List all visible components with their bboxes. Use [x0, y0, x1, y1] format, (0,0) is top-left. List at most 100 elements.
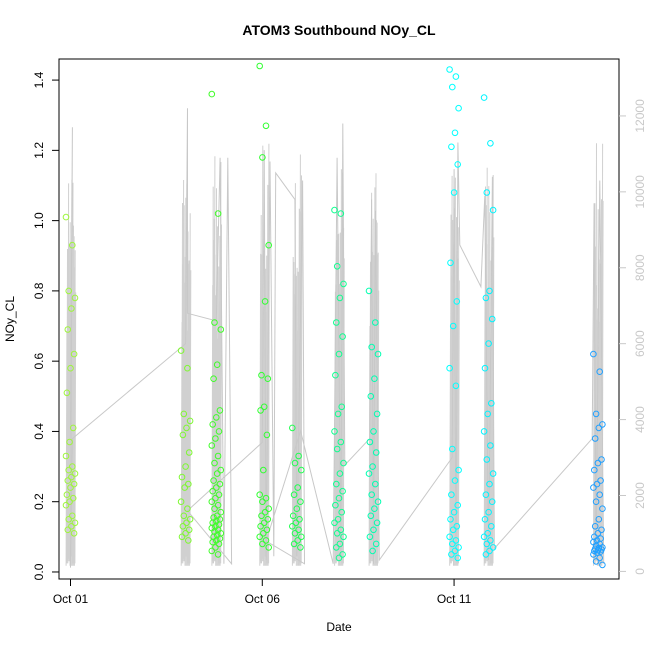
data-point	[263, 431, 271, 439]
data-point	[454, 501, 462, 509]
altitude-profile	[593, 143, 604, 566]
data-point	[484, 410, 492, 418]
data-point	[216, 480, 224, 488]
data-point	[212, 544, 219, 551]
data-point	[66, 438, 73, 446]
data-point	[367, 512, 375, 520]
data-point	[366, 438, 374, 446]
data-point	[480, 94, 488, 101]
data-point	[297, 544, 304, 551]
data-point	[481, 516, 489, 523]
data-point	[62, 213, 70, 221]
data-point	[592, 558, 600, 565]
data-point	[62, 501, 70, 509]
altitude-profile	[449, 175, 460, 566]
data-point	[208, 442, 216, 449]
data-point	[449, 526, 457, 534]
data-point	[262, 537, 270, 544]
data-point	[256, 533, 264, 541]
data-point	[371, 375, 378, 383]
y-tick-label: 1.2	[32, 142, 46, 159]
data-point	[289, 424, 296, 432]
data-point	[480, 428, 488, 435]
data-point	[215, 491, 223, 499]
data-point	[211, 505, 218, 513]
data-point	[455, 466, 462, 474]
data-point	[598, 526, 605, 534]
data-point	[177, 498, 185, 506]
data-point	[483, 540, 491, 548]
data-point	[333, 263, 341, 270]
data-point	[451, 547, 459, 555]
data-point	[298, 533, 305, 541]
data-point	[71, 519, 79, 527]
data-point	[599, 505, 606, 513]
data-point	[214, 551, 222, 558]
data-point	[217, 466, 225, 474]
data-point	[298, 466, 305, 474]
y2-axis: 0 2000 4000 6000 8000 10000 12000	[619, 99, 647, 575]
data-point	[339, 551, 346, 558]
data-point	[179, 431, 187, 439]
data-point	[449, 83, 456, 91]
data-point	[69, 512, 76, 520]
data-point	[259, 154, 266, 161]
data-point	[446, 533, 453, 541]
data-point	[181, 484, 188, 491]
data-point	[452, 537, 460, 544]
data-points	[62, 62, 606, 569]
data-point	[180, 410, 188, 418]
data-point	[596, 554, 604, 562]
data-point	[65, 466, 72, 474]
data-point	[450, 508, 458, 516]
y2-tick-label: 0	[633, 568, 647, 575]
data-point	[265, 505, 273, 513]
data-point	[482, 551, 490, 558]
data-point	[449, 540, 456, 548]
data-point	[66, 498, 73, 506]
data-point	[599, 421, 606, 428]
y2-tick-label: 10000	[633, 175, 647, 209]
data-point	[482, 294, 490, 302]
data-point	[289, 512, 297, 520]
data-point	[68, 523, 75, 530]
altitude-profile	[368, 173, 380, 566]
data-point	[597, 477, 604, 484]
data-point	[487, 442, 494, 449]
data-point	[591, 466, 598, 474]
data-point	[208, 498, 216, 506]
data-point	[336, 540, 344, 548]
data-point	[449, 322, 457, 330]
data-point	[485, 340, 492, 347]
data-point	[289, 523, 296, 530]
data-point	[592, 498, 600, 506]
data-point	[213, 484, 220, 491]
data-point	[336, 470, 344, 477]
data-point	[185, 480, 192, 488]
data-point	[261, 508, 269, 516]
data-point	[447, 259, 454, 267]
data-point	[68, 305, 75, 312]
data-point	[215, 540, 223, 548]
data-point	[211, 459, 218, 467]
x-axis: Oct 01 Oct 06 Oct 11	[53, 578, 472, 606]
data-point	[596, 491, 604, 499]
data-point	[596, 368, 604, 376]
data-point	[217, 508, 225, 516]
data-point	[334, 410, 342, 418]
data-point	[487, 140, 494, 147]
data-point	[63, 389, 71, 397]
data-point	[486, 547, 493, 555]
data-point	[65, 516, 72, 523]
data-point	[186, 417, 194, 425]
data-point	[296, 516, 303, 523]
data-point	[599, 561, 606, 569]
data-point	[182, 463, 189, 470]
data-point	[333, 480, 340, 488]
y-tick-label: 0.0	[32, 563, 46, 580]
data-point	[489, 206, 497, 214]
data-point	[487, 537, 494, 544]
data-point	[454, 554, 462, 562]
data-point	[182, 530, 189, 537]
data-point	[373, 410, 381, 418]
